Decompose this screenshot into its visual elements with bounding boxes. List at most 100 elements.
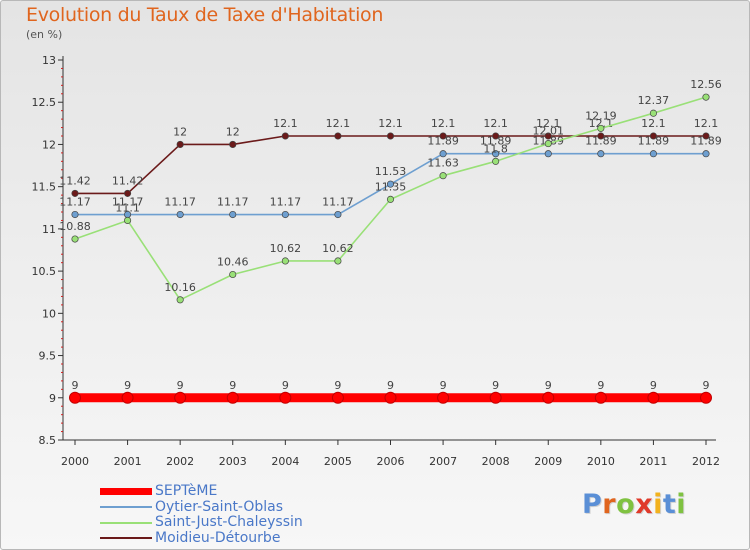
x-tick-label: 2001	[114, 455, 142, 468]
data-label: 11.17	[270, 196, 302, 209]
data-label: 11.89	[585, 135, 617, 148]
data-point	[176, 210, 184, 219]
data-label: 11.42	[59, 174, 91, 187]
data-label: 9	[650, 379, 657, 392]
y-tick-label: 10	[42, 307, 56, 320]
data-point	[229, 140, 237, 148]
legend-label: Moidieu-Détourbe	[155, 529, 281, 546]
data-label: 11.17	[59, 196, 91, 209]
data-point	[544, 150, 552, 158]
data-point	[279, 391, 292, 404]
legend-swatch	[100, 537, 152, 540]
data-label: 9	[703, 379, 710, 392]
y-tick-label: 13	[42, 54, 56, 67]
data-label: 9	[597, 379, 604, 392]
data-label: 11.42	[112, 174, 144, 187]
data-point	[647, 391, 660, 404]
data-label: 9	[440, 379, 447, 392]
data-point	[229, 210, 237, 219]
y-tick-label: 8.5	[39, 434, 57, 447]
data-point	[489, 391, 502, 404]
data-point	[69, 391, 81, 404]
data-label: 12.1	[431, 117, 456, 130]
data-point	[439, 150, 447, 158]
data-point	[386, 132, 395, 140]
data-point	[702, 132, 710, 140]
data-point	[124, 216, 132, 224]
y-tick-label: 9	[49, 392, 56, 405]
data-point	[649, 132, 657, 140]
data-point	[597, 124, 605, 132]
data-label: 12	[226, 125, 240, 138]
data-point	[597, 150, 605, 158]
data-point	[542, 391, 555, 404]
data-point	[597, 132, 605, 140]
legend-label: Oytier-Saint-Oblas	[155, 498, 284, 515]
data-label: 12.1	[536, 117, 561, 130]
legend-label: SEPTèME	[155, 483, 218, 499]
data-label: 11.89	[480, 135, 512, 148]
x-tick-label: 2007	[429, 455, 457, 468]
data-point	[437, 391, 450, 404]
data-label: 10.16	[164, 281, 196, 294]
legend-swatch	[100, 521, 152, 524]
data-label: 10.46	[217, 255, 249, 268]
data-label: 11.17	[217, 196, 249, 209]
y-tick-label: 9.5	[39, 350, 57, 363]
data-label: 9	[72, 379, 79, 392]
data-point	[702, 93, 710, 101]
data-label: 12.1	[483, 117, 508, 130]
logo-letter: x	[635, 489, 654, 520]
x-tick-label: 2009	[534, 455, 562, 468]
data-point	[176, 140, 184, 148]
legend-item: Moidieu-Détourbe	[100, 529, 303, 547]
data-label: 9	[177, 379, 184, 392]
data-label: 11.1	[115, 201, 140, 214]
x-tick-label: 2005	[324, 455, 352, 468]
legend-label: Saint-Just-Chaleyssin	[155, 514, 303, 530]
x-tick-label: 2004	[271, 455, 299, 468]
y-tick-label: 11.5	[32, 181, 57, 194]
data-label: 11.17	[164, 196, 196, 209]
x-tick-label: 2006	[377, 455, 405, 468]
data-point	[544, 140, 552, 148]
data-label: 11.53	[375, 165, 407, 178]
data-label: 10.88	[59, 220, 91, 233]
y-tick-label: 11	[42, 223, 56, 236]
data-point	[439, 172, 447, 180]
data-label: 10.62	[322, 242, 354, 255]
data-point	[334, 257, 342, 265]
data-label: 12.37	[638, 94, 670, 107]
data-point	[492, 132, 500, 140]
data-point	[594, 391, 607, 404]
data-label: 11.35	[375, 180, 407, 193]
data-point	[124, 189, 132, 197]
x-tick-label: 2008	[482, 455, 510, 468]
data-point	[174, 391, 187, 404]
data-point	[700, 391, 712, 404]
data-point	[229, 270, 237, 279]
data-label: 11.89	[427, 135, 459, 148]
data-label: 12.1	[694, 117, 719, 130]
logo-letter: t	[662, 489, 677, 520]
logo-letter: o	[616, 489, 636, 520]
y-tick-label: 10.5	[32, 265, 57, 278]
legend-item: Oytier-Saint-Oblas	[100, 498, 303, 516]
chart-subtitle: (en %)	[26, 28, 63, 41]
data-label: 12.01	[533, 125, 565, 138]
data-point	[492, 157, 500, 165]
data-label: 12.56	[690, 78, 722, 91]
data-label: 12.19	[585, 109, 617, 122]
data-point	[226, 391, 239, 404]
data-point	[544, 132, 552, 140]
data-label: 11.17	[322, 196, 354, 209]
data-label: 12.1	[273, 117, 298, 130]
x-tick-label: 2011	[639, 455, 667, 468]
data-label: 12	[173, 125, 187, 138]
x-tick-label: 2010	[587, 455, 615, 468]
logo-letter: i	[653, 489, 663, 520]
data-point	[71, 235, 79, 243]
data-point	[176, 296, 184, 304]
legend-item: Saint-Just-Chaleyssin	[100, 514, 303, 531]
